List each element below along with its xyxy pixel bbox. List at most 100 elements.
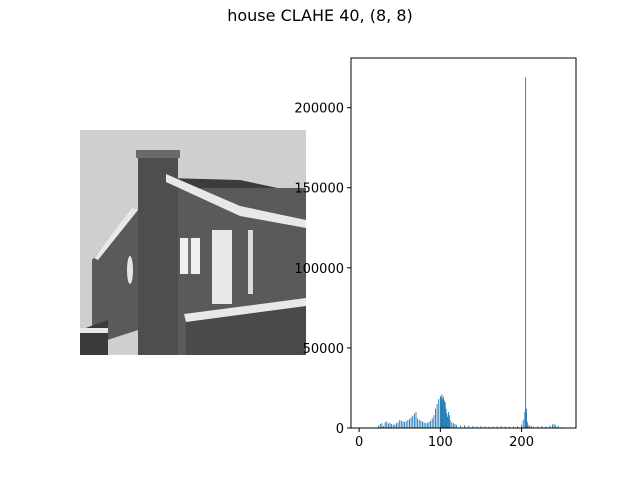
histogram-bar	[402, 421, 404, 428]
histogram-bar	[451, 422, 453, 428]
histogram-bar	[551, 424, 553, 428]
histogram-bar	[404, 421, 406, 428]
histogram-bar	[441, 394, 443, 428]
histogram-bar	[524, 411, 526, 428]
y-tick-label: 100000	[294, 262, 344, 277]
histogram-bar	[448, 411, 449, 428]
histogram-bar	[420, 420, 422, 428]
x-axis-ticks: 0 100 200	[355, 428, 534, 450]
histogram-bar	[513, 426, 514, 428]
histogram-bar	[488, 426, 490, 428]
histogram-bar	[443, 400, 445, 428]
histogram-bar	[468, 425, 470, 428]
histogram-bar	[529, 425, 531, 428]
histogram-bar	[446, 413, 448, 428]
histogram-bar	[452, 423, 454, 428]
histogram-bar	[379, 424, 381, 428]
histogram-bar	[435, 408, 436, 428]
downspout	[248, 230, 253, 294]
histogram-bar	[425, 423, 427, 428]
histogram-bar	[492, 426, 494, 428]
histogram-bar	[454, 424, 456, 428]
porch-fascia	[184, 298, 306, 322]
histogram-bar	[387, 423, 389, 428]
histogram-bar	[383, 426, 384, 428]
y-tick-label: 200000	[294, 102, 344, 117]
histogram-bar	[541, 426, 543, 428]
lower-roof-trim	[80, 328, 108, 333]
histogram-bar	[400, 420, 402, 428]
figure-title: house CLAHE 40, (8, 8)	[227, 6, 413, 25]
x-tick-label: 200	[509, 435, 534, 450]
histogram-bar	[410, 417, 412, 428]
histogram-bar	[413, 413, 415, 428]
histogram-bar	[430, 420, 432, 428]
histogram-bar	[508, 426, 510, 428]
histogram-bar	[549, 425, 551, 428]
histogram-bar	[526, 408, 527, 428]
histogram-bar	[480, 426, 482, 428]
x-tick-label: 0	[355, 435, 363, 450]
roof-fascia	[166, 174, 306, 228]
histogram-bar	[537, 426, 539, 428]
histogram-bar	[409, 419, 410, 428]
histogram-bar	[517, 426, 518, 428]
histogram-bar	[464, 425, 466, 428]
histogram-bar	[445, 408, 447, 428]
histogram-bar	[442, 399, 444, 428]
y-axis-ticks: 0 50000 100000 150000 200000	[294, 102, 351, 437]
histogram-bar	[527, 424, 529, 428]
histogram-bar	[504, 426, 506, 428]
histogram-bar	[431, 418, 433, 428]
histogram-bar	[557, 426, 559, 428]
oval-window	[127, 256, 133, 284]
chimney	[138, 156, 178, 355]
histogram-bar	[405, 421, 407, 428]
histogram-bar	[418, 419, 420, 428]
histogram-bar	[500, 426, 502, 428]
histogram-bar	[553, 424, 555, 428]
gutter-frame	[212, 230, 232, 304]
histogram-bar	[484, 426, 486, 428]
histogram-bar	[526, 421, 528, 428]
histogram-bar	[545, 426, 547, 428]
histogram-bar	[399, 419, 401, 428]
histogram-bar	[415, 411, 417, 428]
histogram-bar	[448, 415, 450, 428]
window-mullion	[188, 238, 191, 274]
histogram-bar	[447, 416, 449, 428]
histogram-bar	[533, 426, 535, 428]
chimney-cap	[136, 150, 180, 158]
histogram-bar	[444, 402, 446, 428]
histogram-bar	[422, 421, 423, 428]
histogram-bar	[449, 419, 451, 428]
histogram-bar	[412, 415, 414, 428]
histogram-bar	[426, 422, 428, 428]
histogram-bar	[389, 422, 391, 428]
histogram-bar	[530, 426, 532, 428]
histogram-bar	[521, 424, 523, 428]
histogram-bar	[396, 423, 397, 428]
histogram-bar	[522, 419, 524, 428]
histogram-bar	[384, 422, 386, 428]
histogram-bar	[476, 426, 478, 428]
histogram-bars	[378, 77, 563, 428]
left-wall	[92, 210, 138, 345]
y-tick-label: 50000	[303, 342, 344, 357]
histogram-bar	[417, 418, 419, 428]
histogram-bar	[555, 425, 557, 428]
histogram-bar	[472, 426, 474, 428]
x-tick-label: 100	[428, 435, 453, 450]
histogram-bar	[386, 421, 388, 428]
histogram-bar	[391, 424, 393, 428]
histogram-bar	[394, 424, 396, 428]
histogram-bar	[438, 399, 440, 428]
histogram-bar	[407, 419, 409, 428]
histogram-bar	[460, 425, 462, 428]
left-gable-trim	[94, 208, 138, 260]
plot-area	[351, 58, 576, 428]
histogram-bar	[436, 403, 438, 428]
histogram-bar	[525, 77, 527, 428]
histogram-bar	[397, 422, 399, 428]
plot-frame	[350, 57, 577, 429]
